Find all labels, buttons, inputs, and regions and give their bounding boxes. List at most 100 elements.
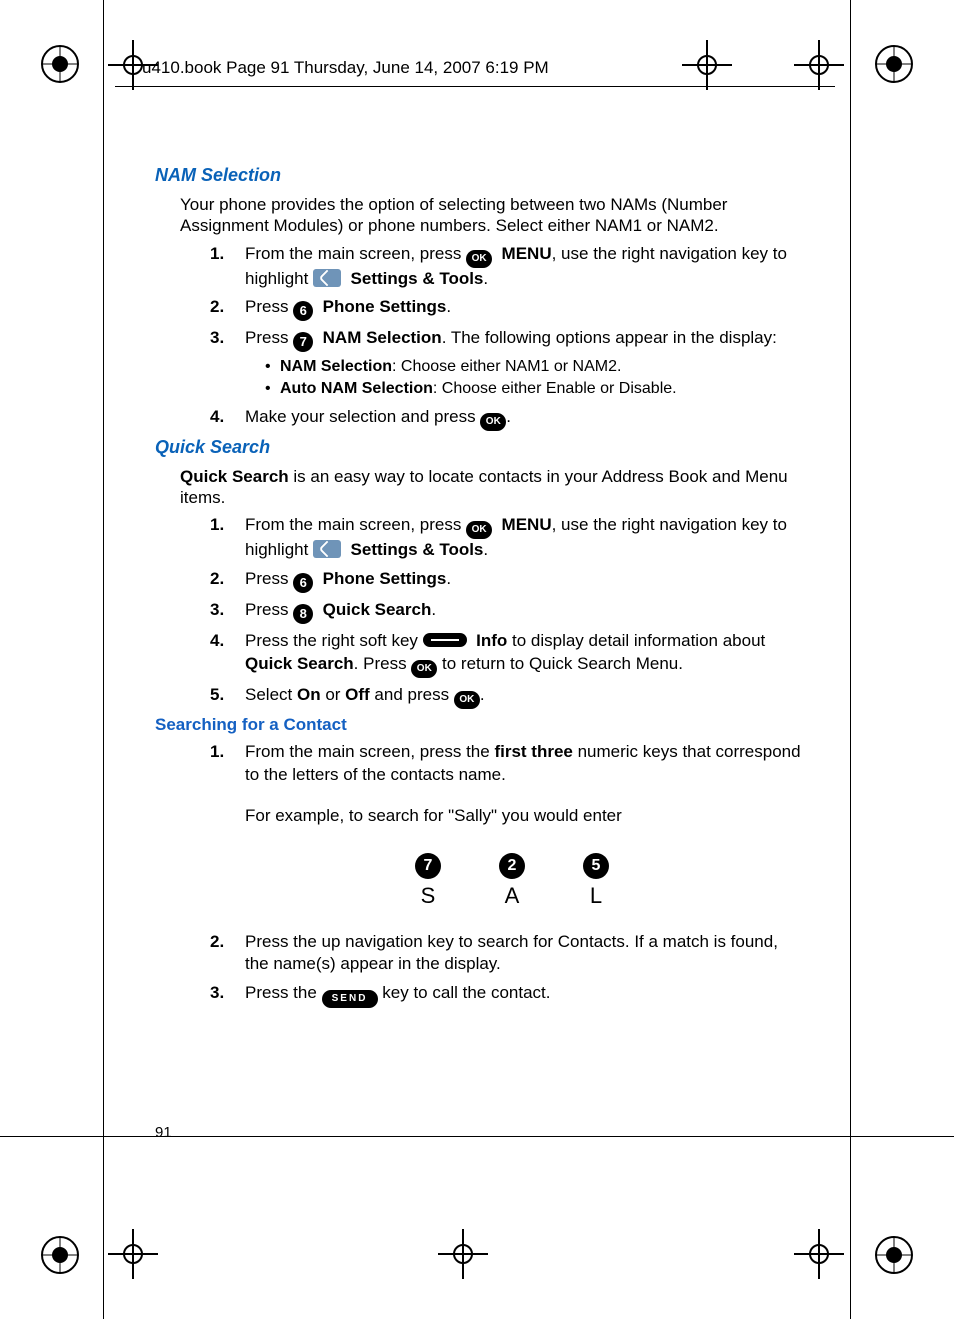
menu-label: MENU — [502, 244, 552, 263]
softkey-icon — [423, 633, 467, 647]
info-label: Info — [476, 631, 507, 650]
text: . — [483, 269, 488, 288]
qs-intro: Quick Search is an easy way to locate co… — [180, 466, 805, 509]
text: From the main screen, press the — [245, 742, 494, 761]
text: . The following options appear in the di… — [442, 328, 777, 347]
text: NAM Selection — [280, 358, 392, 375]
text: Press — [245, 328, 293, 347]
nam-step-2: 2. Press 6 Phone Settings. — [210, 296, 805, 321]
text: From the main screen, press — [245, 515, 466, 534]
nam-selection-label: NAM Selection — [323, 328, 442, 347]
text: first three — [494, 742, 572, 761]
key-6-icon: 6 — [293, 301, 313, 321]
text: : Choose either NAM1 or NAM2. — [392, 358, 621, 375]
text: For example, to search for "Sally" you w… — [245, 806, 622, 825]
text: key to call the contact. — [382, 983, 550, 1002]
text: . — [483, 540, 488, 559]
crop-mark-br — [872, 1233, 916, 1277]
qs-step-3: 3. Press 8 Quick Search. — [210, 599, 805, 624]
header-rule — [115, 86, 835, 87]
nam-steps: 1. From the main screen, press OK MENU, … — [210, 243, 805, 431]
phone-settings-label: Phone Settings — [323, 569, 447, 588]
quick-search-label: Quick Search — [323, 600, 432, 619]
page-number: 91 — [155, 1124, 172, 1141]
nam-bullets: NAM Selection: Choose either NAM1 or NAM… — [265, 356, 805, 399]
ok-icon: OK — [466, 250, 492, 268]
sc-step-3: 3. Press the SEND key to call the contac… — [210, 982, 805, 1008]
key-7-icon: 7 — [293, 332, 313, 352]
text: On — [297, 685, 321, 704]
section-title-quick-search: Quick Search — [155, 437, 805, 458]
text: to display detail information about — [507, 631, 765, 650]
text: . Press — [354, 654, 412, 673]
nam-step-1: 1. From the main screen, press OK MENU, … — [210, 243, 805, 291]
key-7-icon: 7 — [415, 853, 441, 879]
page-content: NAM Selection Your phone provides the op… — [155, 165, 805, 1014]
text: Auto NAM Selection — [280, 380, 433, 397]
text: Press the — [245, 983, 322, 1002]
reg-mark — [118, 1239, 148, 1269]
ok-icon: OK — [454, 691, 480, 709]
ok-icon: OK — [480, 413, 506, 431]
text: Press — [245, 297, 293, 316]
text: Press the right soft key — [245, 631, 423, 650]
nam-step-4: 4. Make your selection and press OK. — [210, 406, 805, 431]
crop-guide-v — [850, 0, 851, 1319]
sc-step-2: 2. Press the up navigation key to search… — [210, 931, 805, 977]
subsection-title-search-contact: Searching for a Contact — [155, 715, 805, 735]
text: Press the up navigation key to search fo… — [245, 932, 778, 974]
nam-bullet-2: Auto NAM Selection: Choose either Enable… — [265, 378, 805, 400]
qs-steps: 1. From the main screen, press OK MENU, … — [210, 514, 805, 709]
text: . — [506, 407, 511, 426]
qs-step-1: 1. From the main screen, press OK MENU, … — [210, 514, 805, 562]
section-title-nam: NAM Selection — [155, 165, 805, 186]
tools-icon — [313, 269, 341, 287]
key-5-icon: 5 — [583, 853, 609, 879]
crop-mark-tr — [872, 42, 916, 86]
qs-step-4: 4. Press the right soft key Info to disp… — [210, 630, 805, 678]
text: and press — [370, 685, 454, 704]
text: . — [431, 600, 436, 619]
search-contact-steps: 1. From the main screen, press the first… — [210, 741, 805, 1008]
text: . — [446, 569, 451, 588]
text: Quick Search — [245, 654, 354, 673]
tools-icon — [313, 540, 341, 558]
sc-step-1: 1. From the main screen, press the first… — [210, 741, 805, 913]
send-icon: SEND — [322, 990, 378, 1008]
ok-icon: OK — [466, 521, 492, 539]
settings-tools-label: Settings & Tools — [351, 269, 484, 288]
text: . — [446, 297, 451, 316]
text: to return to Quick Search Menu. — [437, 654, 683, 673]
reg-mark — [692, 50, 722, 80]
letter-l: L — [555, 881, 637, 911]
crop-guide-v — [103, 0, 104, 1319]
reg-mark — [804, 1239, 834, 1269]
crop-guide-h — [0, 1136, 954, 1137]
text: Off — [345, 685, 370, 704]
phone-settings-label: Phone Settings — [323, 297, 447, 316]
qs-step-2: 2. Press 6 Phone Settings. — [210, 568, 805, 593]
nam-intro: Your phone provides the option of select… — [180, 194, 805, 237]
text: From the main screen, press — [245, 244, 466, 263]
letter-s: S — [387, 881, 469, 911]
menu-label: MENU — [502, 515, 552, 534]
settings-tools-label: Settings & Tools — [351, 540, 484, 559]
crop-mark-tl — [38, 42, 82, 86]
nam-step-3: 3. Press 7 NAM Selection. The following … — [210, 327, 805, 399]
key-6-icon: 6 — [293, 573, 313, 593]
reg-mark — [448, 1239, 478, 1269]
reg-mark — [804, 50, 834, 80]
crop-mark-bl — [38, 1233, 82, 1277]
header-crop-text: u410.book Page 91 Thursday, June 14, 200… — [142, 58, 549, 78]
ok-icon: OK — [411, 660, 437, 678]
text: or — [321, 685, 346, 704]
text: Press — [245, 569, 293, 588]
text: . — [480, 685, 485, 704]
text: Make your selection and press — [245, 407, 480, 426]
text: Select — [245, 685, 297, 704]
sal-example: 7 2 5 S A L — [385, 846, 639, 913]
text: Press — [245, 600, 293, 619]
qs-step-5: 5. Select On or Off and press OK. — [210, 684, 805, 709]
letter-a: A — [471, 881, 553, 911]
key-2-icon: 2 — [499, 853, 525, 879]
